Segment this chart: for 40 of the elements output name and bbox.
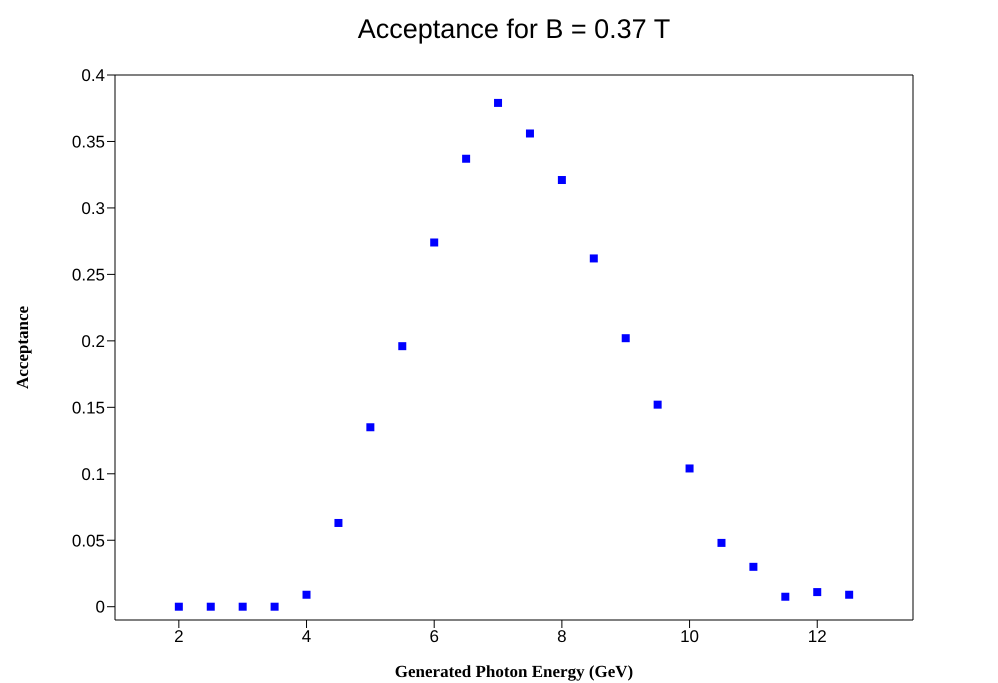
point xyxy=(366,423,374,432)
point xyxy=(494,98,502,107)
point xyxy=(558,176,566,184)
x-tick-label: 8 xyxy=(557,627,567,646)
point xyxy=(654,400,662,409)
point xyxy=(781,592,790,601)
x-tick-label: 2 xyxy=(174,627,184,646)
x-axis-title: Generated Photon Energy (GeV) xyxy=(394,662,634,681)
point xyxy=(686,464,694,472)
y-tick-label: 0.1 xyxy=(81,464,105,484)
point xyxy=(334,518,342,527)
point xyxy=(526,129,534,138)
point xyxy=(717,538,726,547)
y-tick-label: 0.4 xyxy=(81,66,105,86)
point xyxy=(590,254,598,262)
point xyxy=(430,238,438,246)
y-tick-label: 0.3 xyxy=(81,198,105,218)
point xyxy=(302,590,311,599)
chart-title: Acceptance for B = 0.37 T xyxy=(356,14,672,45)
x-tick-label: 10 xyxy=(680,627,700,646)
point xyxy=(813,588,822,596)
point xyxy=(398,342,406,350)
point xyxy=(622,334,630,342)
y-tick-label: 0.25 xyxy=(72,265,105,284)
point xyxy=(174,602,183,611)
y-tick-label: 0.2 xyxy=(81,332,105,351)
y-tick-label: 0.05 xyxy=(72,531,105,550)
y-axis-title: Acceptance xyxy=(13,306,32,390)
point xyxy=(270,602,279,611)
point xyxy=(238,602,247,611)
y-tick-label: 0.35 xyxy=(72,132,105,152)
x-tick-label: 6 xyxy=(429,627,439,646)
x-tick-label: 12 xyxy=(808,627,827,646)
x-tick-label: 4 xyxy=(302,627,312,646)
point xyxy=(845,590,854,599)
point xyxy=(462,154,470,163)
point xyxy=(749,562,758,571)
y-tick-label: 0.15 xyxy=(72,398,105,418)
y-tick-label: 0 xyxy=(96,598,105,617)
point xyxy=(206,602,215,611)
